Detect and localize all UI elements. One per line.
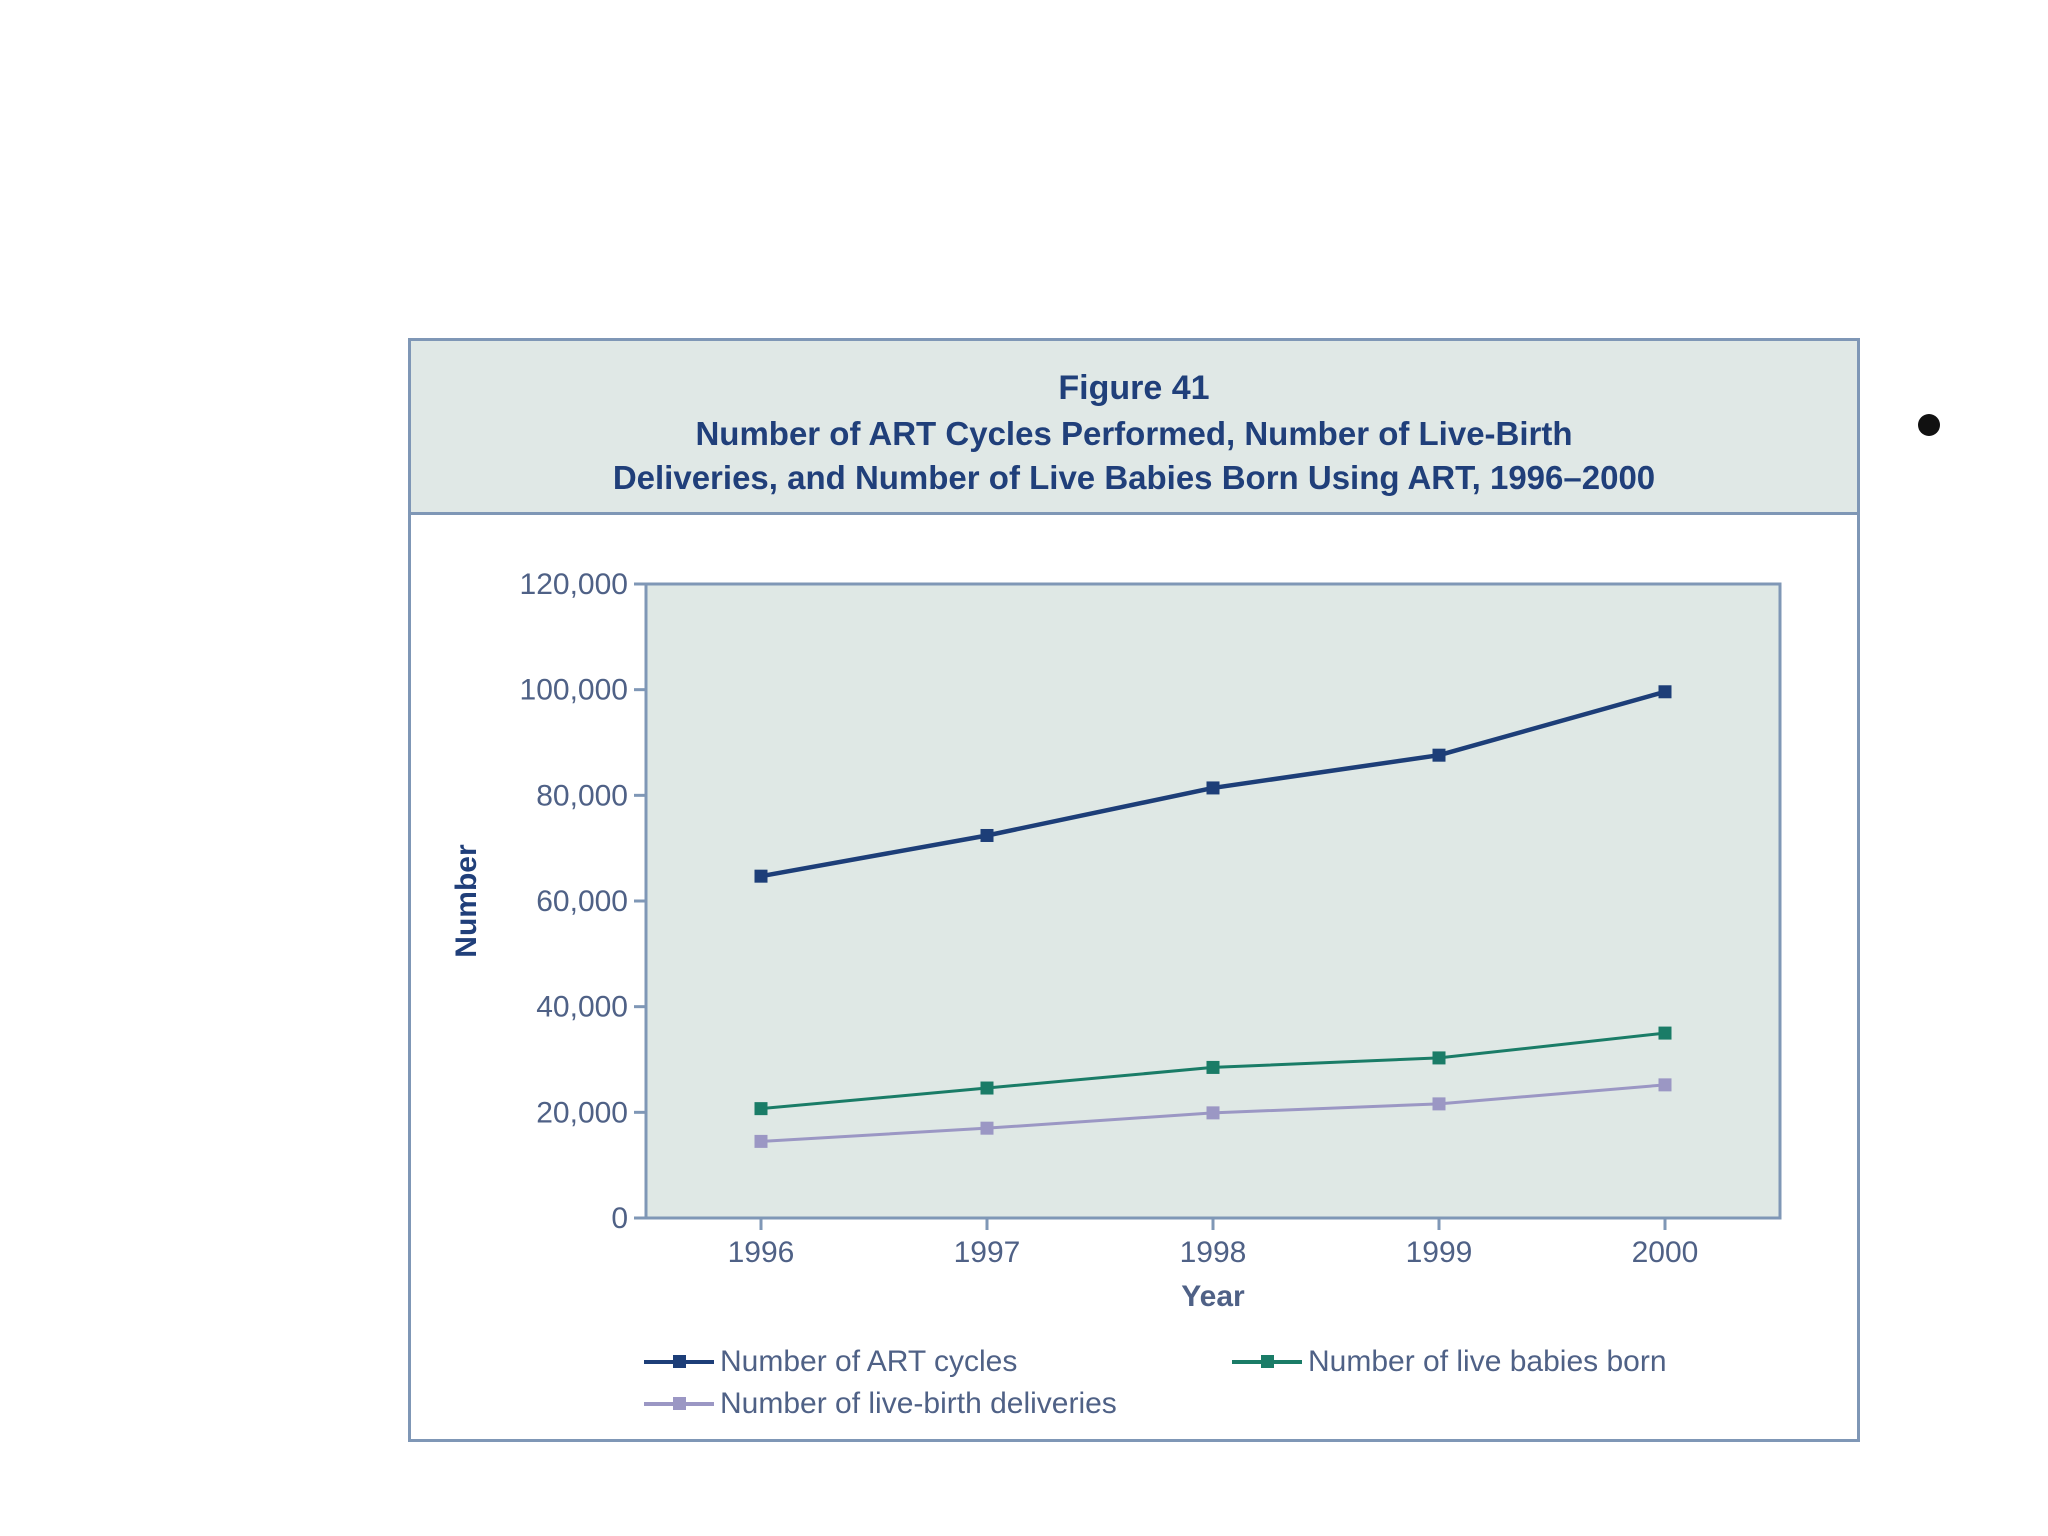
series-2-marker — [980, 1081, 994, 1095]
series-3-marker — [1658, 1078, 1672, 1092]
x-tick-label: 1996 — [728, 1236, 795, 1269]
series-3-marker — [754, 1134, 768, 1148]
x-tick-label: 2000 — [1632, 1236, 1699, 1269]
y-tick-label: 120,000 — [520, 568, 628, 601]
series-2-marker — [1658, 1026, 1672, 1040]
series-2-marker — [754, 1102, 768, 1116]
y-tick-label: 100,000 — [520, 674, 628, 707]
legend-item: Number of live babies born — [1232, 1345, 1667, 1379]
bullet-point — [1918, 414, 1940, 436]
series-3-marker — [1432, 1097, 1446, 1111]
figure-title-line-1: Number of ART Cycles Performed, Number o… — [695, 415, 1573, 452]
legend-swatch — [644, 1348, 714, 1376]
legend-swatch — [1232, 1348, 1302, 1376]
y-tick-label: 40,000 — [536, 991, 628, 1024]
legend-item: Number of ART cycles — [644, 1345, 1017, 1379]
legend-label: Number of live-birth deliveries — [720, 1387, 1117, 1420]
x-tick-label: 1997 — [954, 1236, 1021, 1269]
y-tick-label: 20,000 — [536, 1096, 628, 1129]
plot-area — [644, 582, 1782, 1220]
series-2-marker — [1206, 1060, 1220, 1074]
series-1-marker — [1658, 685, 1672, 699]
series-2-marker — [1432, 1051, 1446, 1065]
y-tick-label: 0 — [611, 1202, 628, 1235]
x-tick-label: 1998 — [1180, 1236, 1247, 1269]
x-axis-title: Year — [1181, 1280, 1245, 1313]
series-1-marker — [1206, 781, 1220, 795]
series-3-marker — [980, 1121, 994, 1135]
legend-marker — [673, 1355, 686, 1368]
figure-title: Number of ART Cycles Performed, Number o… — [411, 412, 1857, 500]
legend-label: Number of live babies born — [1308, 1345, 1667, 1378]
figure-number: Figure 41 — [1058, 369, 1210, 407]
series-1-marker — [1432, 748, 1446, 762]
figure-title-line-2: Deliveries, and Number of Live Babies Bo… — [612, 459, 1656, 496]
y-axis-title: Number — [450, 844, 483, 958]
series-3-marker — [1206, 1106, 1220, 1120]
legend-marker — [1261, 1355, 1274, 1368]
series-1-marker — [754, 869, 768, 883]
figure-header: Figure 41 Number of ART Cycles Performed… — [411, 341, 1857, 515]
legend-swatch — [644, 1390, 714, 1418]
y-tick-label: 80,000 — [536, 779, 628, 812]
legend-label: Number of ART cycles — [720, 1345, 1018, 1378]
x-tick-label: 1999 — [1406, 1236, 1473, 1269]
y-tick-label: 60,000 — [536, 885, 628, 918]
legend-marker — [673, 1397, 686, 1410]
legend-item: Number of live-birth deliveries — [644, 1387, 1117, 1421]
series-1-marker — [980, 828, 994, 842]
